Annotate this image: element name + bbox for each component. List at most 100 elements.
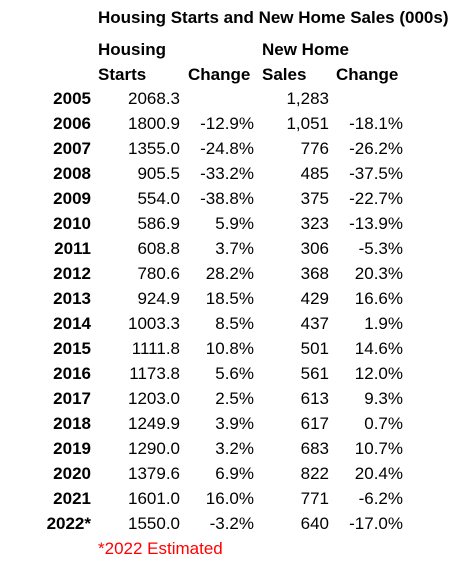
year-cell: 2012 [53, 264, 91, 283]
year-cell: 2013 [53, 289, 91, 308]
table-row: 2022* 1550.0 -3.2% 640 -17.0% [0, 512, 449, 537]
new-home-sales-cell: 1,051 [286, 114, 329, 133]
table-row: 2016 1173.8 5.6% 561 12.0% [0, 362, 449, 387]
housing-starts-change-cell: 3.9% [215, 414, 254, 433]
housing-starts-change-cell: 3.2% [215, 439, 254, 458]
new-home-sales-cell: 323 [300, 214, 329, 233]
header-starts-line2: Starts [98, 65, 147, 84]
new-home-sales-cell: 306 [300, 239, 329, 258]
new-home-sales-change-cell: -18.1% [349, 114, 403, 133]
housing-starts-cell: 780.6 [137, 264, 180, 283]
year-cell: 2021 [53, 489, 91, 508]
header-sales-change: Change [336, 65, 399, 84]
housing-starts-cell: 1355.0 [128, 139, 180, 158]
new-home-sales-change-cell: 16.6% [354, 289, 403, 308]
new-home-sales-cell: 1,283 [286, 89, 329, 108]
housing-starts-cell: 554.0 [137, 189, 180, 208]
housing-starts-cell: 905.5 [137, 164, 180, 183]
new-home-sales-cell: 437 [300, 314, 329, 333]
table-row: 2010 586.9 5.9% 323 -13.9% [0, 212, 449, 237]
housing-starts-cell: 1003.3 [128, 314, 180, 333]
table-row: 2018 1249.9 3.9% 617 0.7% [0, 412, 449, 437]
new-home-sales-change-cell: -17.0% [349, 514, 403, 533]
new-home-sales-cell: 501 [300, 339, 329, 358]
footnote: *2022 Estimated [98, 539, 223, 558]
housing-starts-change-cell: 5.6% [215, 364, 254, 383]
housing-starts-cell: 1290.0 [128, 439, 180, 458]
new-home-sales-change-cell: 14.6% [354, 339, 403, 358]
housing-starts-change-cell: 2.5% [215, 389, 254, 408]
housing-starts-change-cell: -12.9% [200, 114, 254, 133]
new-home-sales-cell: 776 [300, 139, 329, 158]
new-home-sales-cell: 640 [300, 514, 329, 533]
table-row: 2012 780.6 28.2% 368 20.3% [0, 262, 449, 287]
year-cell: 2011 [54, 239, 91, 258]
year-cell: 2008 [53, 164, 91, 183]
header-starts-change: Change [188, 65, 251, 84]
housing-starts-cell: 1601.0 [128, 489, 180, 508]
housing-starts-change-cell: 6.9% [215, 464, 254, 483]
year-cell: 2014 [53, 314, 91, 333]
new-home-sales-cell: 613 [300, 389, 329, 408]
table-row: 2015 1111.8 10.8% 501 14.6% [0, 337, 449, 362]
new-home-sales-change-cell: 20.3% [354, 264, 403, 283]
header-sales-line2: Sales [262, 65, 307, 84]
housing-starts-cell: 1249.9 [128, 414, 180, 433]
housing-starts-change-cell: 10.8% [205, 339, 254, 358]
new-home-sales-cell: 485 [300, 164, 329, 183]
table-row: 2008 905.5 -33.2% 485 -37.5% [0, 162, 449, 187]
housing-starts-change-cell: 3.7% [215, 239, 254, 258]
year-cell: 2017 [53, 389, 91, 408]
table-row: 2011 608.8 3.7% 306 -5.3% [0, 237, 449, 262]
housing-starts-cell: 586.9 [137, 214, 180, 233]
table-row: 2013 924.9 18.5% 429 16.6% [0, 287, 449, 312]
new-home-sales-change-cell: 1.9% [364, 314, 403, 333]
table-row: 2021 1601.0 16.0% 771 -6.2% [0, 487, 449, 512]
housing-starts-change-cell: -33.2% [200, 164, 254, 183]
housing-starts-change-cell: -24.8% [200, 139, 254, 158]
new-home-sales-cell: 822 [300, 464, 329, 483]
new-home-sales-cell: 683 [300, 439, 329, 458]
housing-starts-change-cell: 8.5% [215, 314, 254, 333]
table-title: Housing Starts and New Home Sales (000s) [98, 8, 449, 27]
new-home-sales-change-cell: 12.0% [354, 364, 403, 383]
new-home-sales-change-cell: -37.5% [349, 164, 403, 183]
year-cell: 2020 [53, 464, 91, 483]
housing-starts-change-cell: 16.0% [205, 489, 254, 508]
header-starts-line1: Housing [98, 40, 166, 59]
housing-starts-cell: 2068.3 [128, 89, 180, 108]
header-sales-line1: New Home [262, 40, 349, 59]
housing-starts-cell: 1111.8 [131, 339, 180, 358]
housing-starts-change-cell: -3.2% [209, 514, 254, 533]
new-home-sales-change-cell: -13.9% [349, 214, 403, 233]
housing-starts-cell: 924.9 [137, 289, 180, 308]
new-home-sales-cell: 368 [300, 264, 329, 283]
new-home-sales-change-cell: 0.7% [364, 414, 403, 433]
year-cell: 2015 [53, 339, 91, 358]
table-row: 2017 1203.0 2.5% 613 9.3% [0, 387, 449, 412]
table-row: 2007 1355.0 -24.8% 776 -26.2% [0, 137, 449, 162]
new-home-sales-change-cell: -6.2% [358, 489, 403, 508]
table-row: 2009 554.0 -38.8% 375 -22.7% [0, 187, 449, 212]
year-cell: 2006 [53, 114, 91, 133]
housing-starts-cell: 608.8 [137, 239, 180, 258]
new-home-sales-cell: 561 [300, 364, 329, 383]
new-home-sales-change-cell: 9.3% [364, 389, 403, 408]
housing-starts-change-cell: -38.8% [200, 189, 254, 208]
new-home-sales-change-cell: 10.7% [354, 439, 403, 458]
table-row: 2019 1290.0 3.2% 683 10.7% [0, 437, 449, 462]
new-home-sales-cell: 429 [300, 289, 329, 308]
housing-starts-cell: 1550.0 [128, 514, 180, 533]
new-home-sales-change-cell: -5.3% [358, 239, 403, 258]
new-home-sales-change-cell: -26.2% [349, 139, 403, 158]
new-home-sales-change-cell: -22.7% [349, 189, 403, 208]
table-row: 2020 1379.6 6.9% 822 20.4% [0, 462, 449, 487]
housing-starts-cell: 1173.8 [129, 364, 180, 383]
table-row: 2005 2068.3 1,283 [0, 87, 449, 112]
new-home-sales-cell: 617 [300, 414, 329, 433]
housing-starts-cell: 1800.9 [128, 114, 180, 133]
data-table: 2005 2068.3 1,283 2006 1800.9 -12.9% 1,051 -18.… [0, 87, 449, 537]
year-cell: 2019 [53, 439, 91, 458]
housing-starts-change-cell: 18.5% [205, 289, 254, 308]
table-row: 2006 1800.9 -12.9% 1,051 -18.1% [0, 112, 449, 137]
